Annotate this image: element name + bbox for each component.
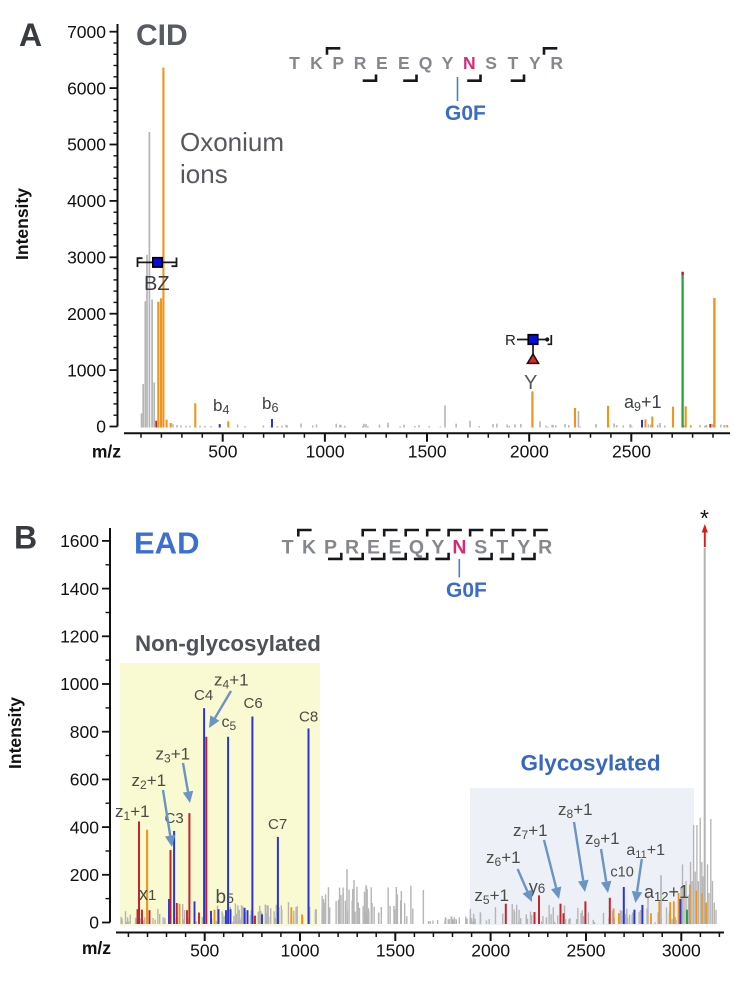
svg-text:N: N (452, 537, 466, 559)
svg-text:Q: Q (409, 537, 424, 559)
svg-text:T: T (289, 53, 300, 73)
svg-text:T: T (496, 537, 508, 559)
svg-text:T: T (282, 537, 294, 559)
svg-text:1500: 1500 (376, 941, 415, 961)
svg-text:200: 200 (70, 865, 99, 885)
svg-text:3000: 3000 (662, 941, 701, 961)
svg-text:2000: 2000 (471, 941, 510, 961)
svg-text:0: 0 (89, 913, 99, 933)
svg-text:Non-glycosylated: Non-glycosylated (135, 631, 321, 656)
svg-text:z8+1: z8+1 (558, 800, 593, 821)
svg-text:c10: c10 (610, 865, 633, 881)
svg-text:R: R (538, 537, 552, 559)
svg-text:K: K (302, 537, 316, 559)
svg-text:1500: 1500 (408, 442, 447, 462)
svg-text:R: R (550, 53, 563, 73)
svg-text:800: 800 (70, 722, 99, 742)
svg-text:BZ: BZ (144, 273, 170, 295)
svg-text:Y: Y (431, 537, 444, 559)
svg-text:E: E (367, 537, 380, 559)
svg-text:z5+1: z5+1 (474, 886, 509, 907)
svg-text:1000: 1000 (60, 674, 99, 694)
svg-text:2000: 2000 (510, 442, 549, 462)
svg-text:z6+1: z6+1 (486, 848, 521, 869)
svg-text:P: P (324, 537, 337, 559)
svg-text:4000: 4000 (67, 191, 106, 211)
svg-text:R: R (505, 332, 516, 349)
svg-text:*: * (700, 505, 709, 531)
svg-text:6000: 6000 (67, 78, 106, 98)
svg-text:2500: 2500 (612, 442, 651, 462)
svg-text:P: P (332, 53, 344, 73)
svg-text:m/z: m/z (92, 442, 121, 462)
svg-text:E: E (388, 537, 401, 559)
svg-text:Y: Y (524, 372, 537, 394)
svg-text:C8: C8 (299, 709, 318, 726)
svg-text:2500: 2500 (567, 941, 606, 961)
svg-text:z2+1: z2+1 (132, 771, 167, 792)
svg-text:G0F: G0F (446, 579, 487, 602)
svg-text:C4: C4 (194, 687, 213, 704)
svg-text:G0F: G0F (445, 102, 486, 125)
svg-text:N: N (463, 53, 476, 73)
svg-text:B: B (14, 520, 37, 556)
svg-text:400: 400 (70, 817, 99, 837)
svg-text:C7: C7 (268, 816, 287, 833)
svg-text:1000: 1000 (67, 360, 106, 380)
svg-text:E: E (398, 53, 410, 73)
svg-text:5000: 5000 (67, 135, 106, 155)
svg-text:600: 600 (70, 770, 99, 790)
svg-text:ions: ions (180, 159, 228, 189)
svg-text:z3+1: z3+1 (156, 745, 191, 766)
svg-text:y6: y6 (529, 877, 546, 897)
svg-text:Glycosylated: Glycosylated (521, 751, 661, 776)
svg-text:1600: 1600 (60, 531, 99, 551)
svg-text:z1+1: z1+1 (115, 802, 150, 823)
svg-text:Y: Y (442, 53, 454, 73)
svg-text:2000: 2000 (67, 304, 106, 324)
svg-text:z9+1: z9+1 (585, 829, 620, 850)
svg-text:Y: Y (529, 53, 541, 73)
svg-text:500: 500 (208, 442, 237, 462)
svg-text:1000: 1000 (306, 442, 345, 462)
svg-text:x1: x1 (139, 884, 156, 904)
svg-text:Intensity: Intensity (5, 697, 25, 769)
svg-text:CID: CID (136, 19, 188, 52)
svg-text:m/z: m/z (82, 938, 111, 958)
svg-text:1400: 1400 (60, 579, 99, 599)
svg-text:7000: 7000 (67, 22, 106, 42)
svg-text:1200: 1200 (60, 627, 99, 647)
svg-text:3000: 3000 (67, 248, 106, 268)
svg-text:1000: 1000 (281, 941, 320, 961)
svg-text:EAD: EAD (134, 526, 199, 561)
svg-text:R: R (354, 53, 367, 73)
svg-text:Q: Q (419, 53, 433, 73)
svg-text:T: T (508, 53, 519, 73)
svg-text:Y: Y (517, 537, 530, 559)
svg-text:Intensity: Intensity (12, 188, 32, 260)
svg-text:500: 500 (190, 941, 219, 961)
svg-text:S: S (474, 537, 487, 559)
svg-text:E: E (376, 53, 388, 73)
svg-text:Oxonium: Oxonium (180, 127, 284, 157)
svg-text:K: K (310, 53, 323, 73)
svg-text:z7+1: z7+1 (513, 821, 548, 842)
svg-text:b5: b5 (216, 887, 235, 908)
svg-text:0: 0 (96, 417, 106, 437)
svg-text:c5: c5 (222, 714, 237, 733)
svg-text:S: S (485, 53, 497, 73)
svg-text:z4+1: z4+1 (214, 671, 249, 692)
svg-text:C6: C6 (244, 695, 263, 712)
svg-text:a9+1: a9+1 (624, 392, 662, 414)
svg-text:R: R (345, 537, 359, 559)
svg-text:a11+1: a11+1 (626, 842, 665, 861)
svg-text:A: A (19, 17, 42, 53)
